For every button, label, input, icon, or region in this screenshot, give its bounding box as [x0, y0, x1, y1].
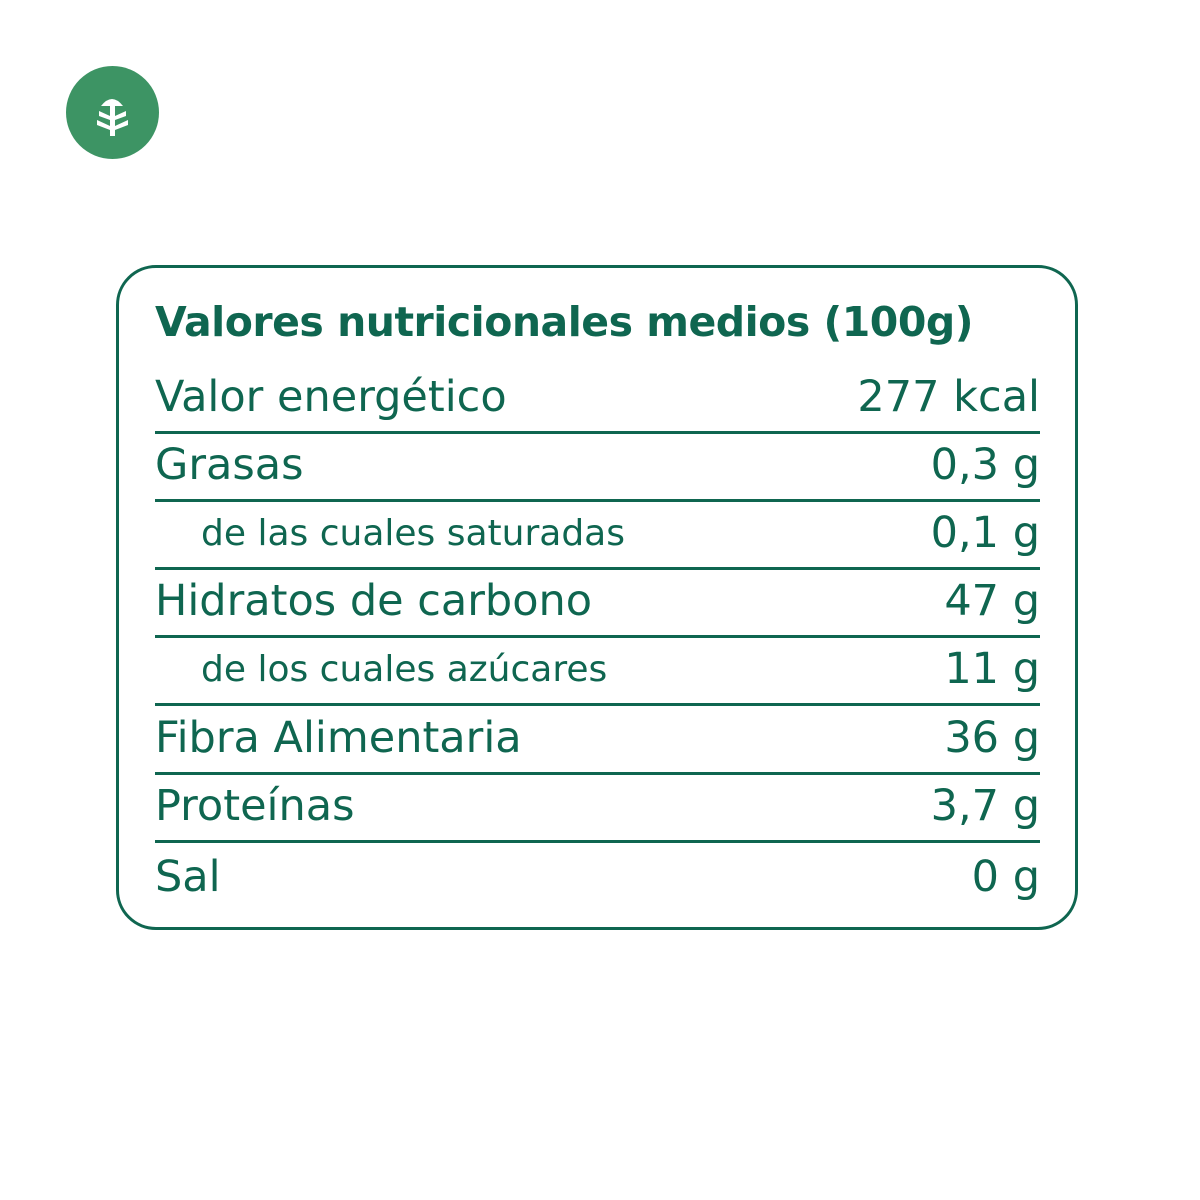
table-row: de las cuales saturadas 0,1 g: [155, 499, 1040, 570]
row-label: Sal: [155, 852, 221, 902]
row-value: 0,1 g: [930, 508, 1040, 558]
row-label: de los cuales azúcares: [201, 648, 608, 690]
row-label: Grasas: [155, 440, 304, 490]
table-row: Sal 0 g: [155, 843, 1040, 911]
row-label: de las cuales saturadas: [201, 512, 626, 554]
brand-badge: [66, 66, 159, 159]
row-value: 277 kcal: [857, 372, 1040, 422]
row-label: Hidratos de carbono: [155, 576, 593, 626]
row-value: 3,7 g: [930, 781, 1040, 831]
tree-icon: [97, 99, 128, 136]
row-label: Fibra Alimentaria: [155, 713, 522, 763]
table-row: de los cuales azúcares 11 g: [155, 635, 1040, 706]
row-label: Proteínas: [155, 781, 355, 831]
row-value: 36 g: [944, 713, 1040, 763]
table-row: Fibra Alimentaria 36 g: [155, 704, 1040, 775]
table-row: Valor energético 277 kcal: [155, 363, 1040, 434]
row-value: 0 g: [971, 852, 1040, 902]
table-row: Hidratos de carbono 47 g: [155, 567, 1040, 638]
row-label: Valor energético: [155, 372, 507, 422]
row-value: 11 g: [944, 644, 1040, 694]
table-row: Grasas 0,3 g: [155, 431, 1040, 502]
table-title: Valores nutricionales medios (100g): [155, 298, 973, 346]
row-value: 0,3 g: [930, 440, 1040, 490]
table-row: Proteínas 3,7 g: [155, 772, 1040, 843]
row-value: 47 g: [944, 576, 1040, 626]
nutrition-table: Valores nutricionales medios (100g) Valo…: [116, 265, 1078, 930]
